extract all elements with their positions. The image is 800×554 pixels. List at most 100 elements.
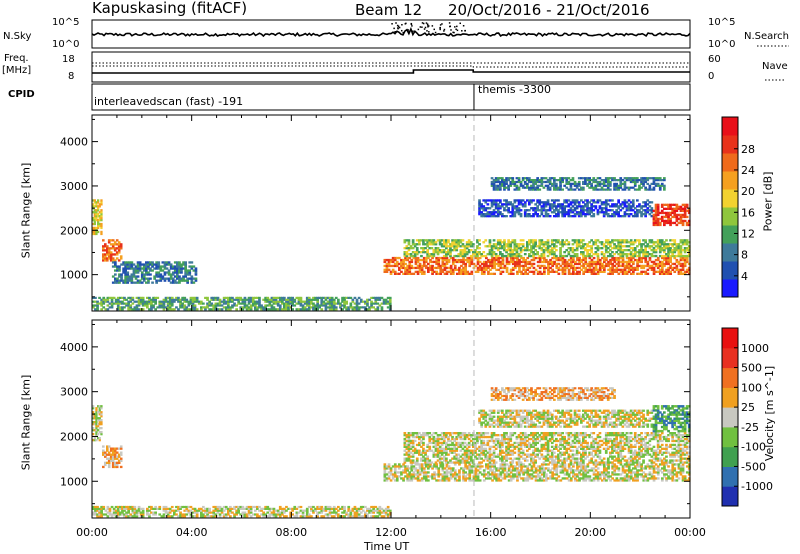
y-tick-label: 1000: [60, 269, 88, 282]
echo-cell: [671, 203, 674, 206]
echo-cell: [520, 270, 523, 273]
echo-cell: [112, 296, 116, 299]
echo-cell: [195, 515, 199, 518]
echo-cell: [403, 239, 407, 242]
echo-cell: [656, 239, 660, 242]
echo-cell: [642, 270, 646, 273]
echo-cell: [173, 281, 177, 284]
echo-cell: [543, 256, 546, 260]
echo-cell: [652, 180, 656, 184]
echo-cell: [109, 239, 113, 242]
echo-cell: [107, 451, 111, 454]
echo-cell: [671, 209, 674, 212]
echo-cell: [468, 256, 472, 260]
echo-cell: [429, 260, 432, 264]
echo-cell: [235, 298, 238, 301]
echo-cell: [644, 215, 647, 218]
echo-cell: [98, 507, 101, 510]
echo-cell: [441, 264, 445, 268]
echo-cell: [212, 509, 216, 512]
echo-cell: [278, 304, 282, 307]
echo-cell: [320, 511, 324, 514]
echo-cell: [561, 243, 564, 246]
echo-cell: [202, 509, 205, 512]
echo-cell: [291, 298, 294, 301]
echo-cell: [609, 184, 612, 187]
echo-cell: [540, 254, 544, 258]
echo-cell: [683, 215, 687, 219]
echo-cell: [517, 254, 521, 258]
echo-cell: [260, 308, 263, 311]
echo-cell: [441, 256, 445, 260]
echo-cell: [553, 186, 556, 189]
echo-cell: [586, 213, 589, 216]
echo-cell: [222, 302, 226, 305]
echo-cell: [494, 177, 498, 180]
echo-cell: [642, 205, 645, 208]
echo-cell: [167, 277, 171, 280]
echo-cell: [621, 182, 625, 185]
echo-cell: [499, 471, 503, 474]
echo-cell: [98, 419, 101, 422]
echo-cell: [621, 272, 625, 275]
echo-cell: [567, 253, 571, 256]
echo-cell: [523, 213, 527, 216]
echo-cell: [526, 209, 529, 212]
nsearch-dot: [400, 29, 403, 32]
echo-cell: [93, 199, 96, 202]
echo-cell: [523, 211, 527, 214]
echo-cell: [441, 262, 445, 266]
echo-cell: [157, 271, 161, 274]
echo-cell: [378, 507, 382, 510]
echo-cell: [297, 308, 301, 311]
echo-cell: [458, 260, 461, 264]
echo-cell: [658, 221, 662, 225]
echo-cell: [148, 296, 151, 299]
echo-cell: [145, 267, 148, 270]
echo-cell: [121, 308, 124, 311]
echo-cell: [650, 215, 654, 218]
echo-cell: [408, 471, 412, 474]
echo-cell: [158, 513, 162, 516]
echo-cell: [644, 249, 647, 252]
echo-cell: [463, 247, 467, 250]
echo-cell: [644, 251, 647, 254]
echo-cell: [491, 258, 494, 262]
echo-cell: [511, 182, 515, 185]
echo-cell: [133, 515, 137, 518]
nsearch-dot: [453, 31, 455, 34]
echo-cell: [495, 268, 498, 271]
echo-cell: [478, 211, 481, 214]
echo-cell: [569, 260, 573, 264]
echo-cell: [403, 253, 407, 256]
echo-cell: [119, 451, 123, 454]
echo-cell: [667, 217, 670, 221]
echo-cell: [107, 463, 111, 467]
echo-cell: [625, 260, 629, 264]
echo-cell: [592, 241, 596, 244]
echo-cell: [480, 211, 483, 214]
echo-cell: [577, 184, 581, 187]
cpid-label: CPID: [8, 89, 35, 100]
echo-cell: [652, 266, 656, 270]
echo-cell: [551, 262, 554, 266]
echo-cell: [492, 180, 496, 184]
echo-cell: [131, 308, 135, 311]
echo-cell: [658, 264, 662, 268]
echo-cell: [314, 306, 317, 309]
echo-cell: [433, 270, 436, 273]
echo-cell: [109, 449, 113, 452]
echo-cell: [460, 268, 463, 271]
echo-cell: [142, 275, 146, 278]
echo-cell: [310, 302, 313, 305]
echo-cell: [575, 201, 579, 204]
nsearch-dot: [464, 29, 466, 32]
echo-cell: [235, 296, 238, 299]
echo-cell: [627, 249, 631, 252]
echo-cell: [155, 281, 158, 284]
echo-cell: [447, 260, 451, 264]
echo-cell: [582, 177, 585, 180]
echo-cell: [145, 261, 148, 264]
echo-cell: [594, 268, 598, 271]
echo-cell: [106, 298, 110, 301]
